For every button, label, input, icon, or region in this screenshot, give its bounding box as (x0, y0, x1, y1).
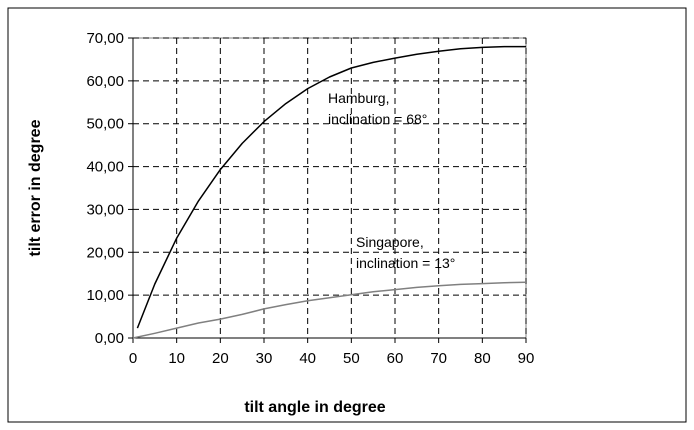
series-line-singapore (132, 281, 527, 339)
tick-labels: 0 10 20 30 40 50 60 70 80 90 0,00 10,00 20,00 30,00 40… (86, 30, 534, 367)
annotation-hamburg: Hamburg, inclination = 68° (328, 90, 427, 127)
annotation-hamburg-line2: inclination = 68° (328, 111, 427, 127)
x-tick-label: 90 (518, 350, 535, 367)
axes (128, 37, 527, 343)
y-tick-label: 60,00 (86, 73, 124, 90)
x-tick-label: 30 (256, 350, 273, 367)
grid (133, 37, 527, 338)
chart-frame (7, 7, 687, 423)
y-axis-title: tilt error in degree (27, 119, 44, 256)
annotation-singapore: Singapore, inclination = 13° (356, 234, 455, 271)
y-tick-label: 30,00 (86, 201, 124, 218)
y-tick-label: 50,00 (86, 116, 124, 133)
x-tick-label: 40 (299, 350, 316, 367)
y-tick-label: 40,00 (86, 159, 124, 176)
x-tick-label: 60 (387, 350, 404, 367)
x-tick-label: 20 (212, 350, 229, 367)
annotation-singapore-line1: Singapore, (356, 234, 424, 250)
series-group (132, 45, 527, 339)
x-tick-label: 70 (430, 350, 447, 367)
x-tick-label: 10 (168, 350, 185, 367)
x-axis-title: tilt angle in degree (244, 399, 385, 416)
x-tick-label: 0 (129, 350, 137, 367)
series-line-hamburg (136, 45, 526, 329)
y-tick-label: 0,00 (95, 330, 124, 347)
annotation-hamburg-line1: Hamburg, (328, 90, 389, 106)
y-tick-label: 20,00 (86, 244, 124, 261)
x-tick-label: 50 (343, 350, 360, 367)
y-tick-label: 10,00 (86, 287, 124, 304)
y-tick-label: 70,00 (86, 30, 124, 47)
x-tick-label: 80 (474, 350, 491, 367)
annotation-singapore-line2: inclination = 13° (356, 255, 455, 271)
